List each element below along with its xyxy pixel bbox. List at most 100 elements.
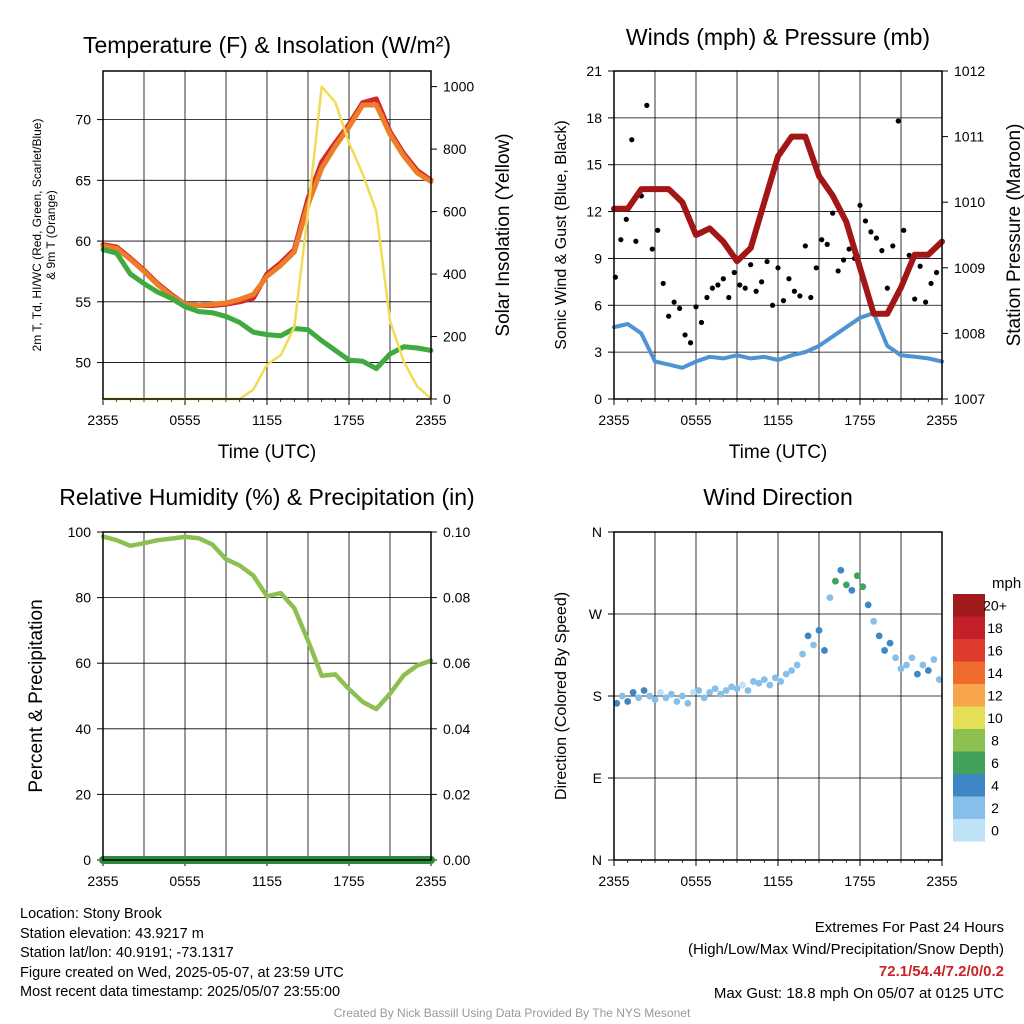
- direction-point: [924, 667, 932, 674]
- temperature-xlabel: Time (UTC): [218, 442, 317, 463]
- tick-label-left: 80: [75, 590, 91, 606]
- direction-point: [695, 687, 703, 694]
- gust-point: [802, 243, 808, 249]
- tick-label-right: 200: [443, 329, 467, 345]
- tick-label-left: N: [592, 524, 602, 540]
- gust-point: [775, 265, 781, 271]
- colorbar-label: 4: [991, 777, 999, 793]
- winds-ylabel-right: Station Pressure (Maroon): [1004, 124, 1024, 347]
- colorbar-swatch: [953, 594, 985, 617]
- direction-point: [755, 679, 763, 687]
- winds-panel-title: Winds (mph) & Pressure (mb): [626, 24, 930, 50]
- direction-point: [919, 661, 927, 669]
- tick-label-left: E: [593, 770, 602, 786]
- colorbar-swatch: [953, 819, 985, 842]
- tick-label-bottom: 2355: [598, 412, 629, 428]
- direction-point: [815, 627, 823, 634]
- tick-label-right: 800: [443, 141, 467, 157]
- direction-point: [837, 566, 845, 574]
- tick-label-left: 65: [75, 172, 91, 188]
- tick-label-left: 0: [83, 852, 91, 868]
- gust-point: [901, 227, 907, 233]
- direction-point: [684, 699, 692, 707]
- gust-point: [720, 276, 726, 282]
- gust-point: [633, 238, 639, 244]
- direction-point: [853, 572, 861, 580]
- direction-point: [717, 690, 724, 698]
- gust-point: [671, 299, 677, 305]
- direction-point: [892, 654, 899, 662]
- tick-label-left: 9: [594, 250, 602, 266]
- tick-label-bottom: 1155: [252, 873, 282, 889]
- gust-point: [764, 258, 770, 265]
- gust-point: [709, 285, 716, 291]
- direction-point: [788, 667, 796, 674]
- direction-point: [903, 661, 910, 669]
- latlon-text: Station lat/lon: 40.9191; -73.1317: [20, 945, 234, 962]
- tick-label-right: 0.06: [443, 655, 470, 671]
- tick-label-left: 70: [75, 112, 91, 128]
- colorbar-swatch: [953, 706, 985, 729]
- plot-frame: [102, 531, 432, 861]
- tick-label-left: 0: [594, 391, 602, 407]
- tick-label-left: 60: [75, 655, 91, 671]
- direction-point: [689, 688, 697, 696]
- colorbar-swatch: [953, 639, 985, 662]
- tick-label-bottom: 1155: [252, 412, 282, 428]
- gust-point: [933, 269, 940, 276]
- colorbar-label: 0: [991, 822, 999, 838]
- direction-point: [848, 586, 856, 594]
- colorbar-swatch: [953, 684, 985, 707]
- tick-label-left: W: [589, 606, 603, 622]
- series-line: [100, 534, 434, 712]
- tick-label-right: 1000: [443, 79, 474, 95]
- colorbar-label: 12: [987, 687, 1003, 703]
- gust-point: [666, 313, 672, 319]
- gust-point: [868, 229, 874, 235]
- humidity-panel-title: Relative Humidity (%) & Precipitation (i…: [59, 484, 474, 510]
- recent-data-text: Most recent data timestamp: 2025/05/07 2…: [20, 984, 341, 1001]
- tick-label-left: 50: [75, 355, 91, 371]
- colorbar-swatch: [953, 729, 985, 752]
- tick-label-right: 0.00: [443, 852, 470, 868]
- gust-point: [873, 235, 880, 241]
- extremes-info: Extremes For Past 24 Hours (High/Low/Max…: [688, 917, 1004, 1005]
- direction-point: [810, 641, 817, 649]
- direction-point: [722, 687, 730, 694]
- direction-point: [678, 692, 686, 700]
- gust-point: [693, 304, 699, 310]
- tick-label-bottom: 2355: [87, 873, 118, 889]
- tick-label-left: 100: [68, 524, 92, 540]
- gust-point: [791, 288, 798, 294]
- direction-point: [870, 617, 878, 625]
- direction-point: [897, 665, 905, 673]
- direction-point: [799, 650, 806, 658]
- gust-point: [862, 218, 869, 224]
- direction-point: [629, 688, 637, 696]
- elevation-text: Station elevation: 43.9217 m: [20, 925, 204, 942]
- gust-point: [769, 302, 776, 308]
- gust-point: [715, 282, 721, 288]
- tick-label-left: 20: [75, 786, 91, 802]
- direction-point: [777, 678, 785, 685]
- tick-label-left: 60: [75, 233, 91, 249]
- tick-label-bottom: 0555: [680, 873, 711, 889]
- colorbar-label: 10: [987, 710, 1003, 726]
- plot-frame: [613, 531, 943, 861]
- direction-point: [832, 577, 839, 585]
- direction-point: [613, 699, 621, 707]
- gust-point: [917, 263, 923, 269]
- gust-point: [819, 237, 825, 243]
- tick-label-right: 1011: [954, 129, 984, 145]
- direction-point: [668, 690, 675, 698]
- tick-label-left: 21: [586, 63, 602, 79]
- direction-point: [651, 696, 659, 704]
- tick-label-right: 0.10: [443, 524, 470, 540]
- direction-panel-title: Wind Direction: [703, 484, 853, 510]
- plot-frame: [102, 70, 432, 400]
- colorbar-label: 8: [991, 732, 999, 748]
- gust-point: [797, 293, 803, 299]
- tick-label-right: 1008: [954, 325, 985, 341]
- tick-label-left: 55: [75, 294, 91, 310]
